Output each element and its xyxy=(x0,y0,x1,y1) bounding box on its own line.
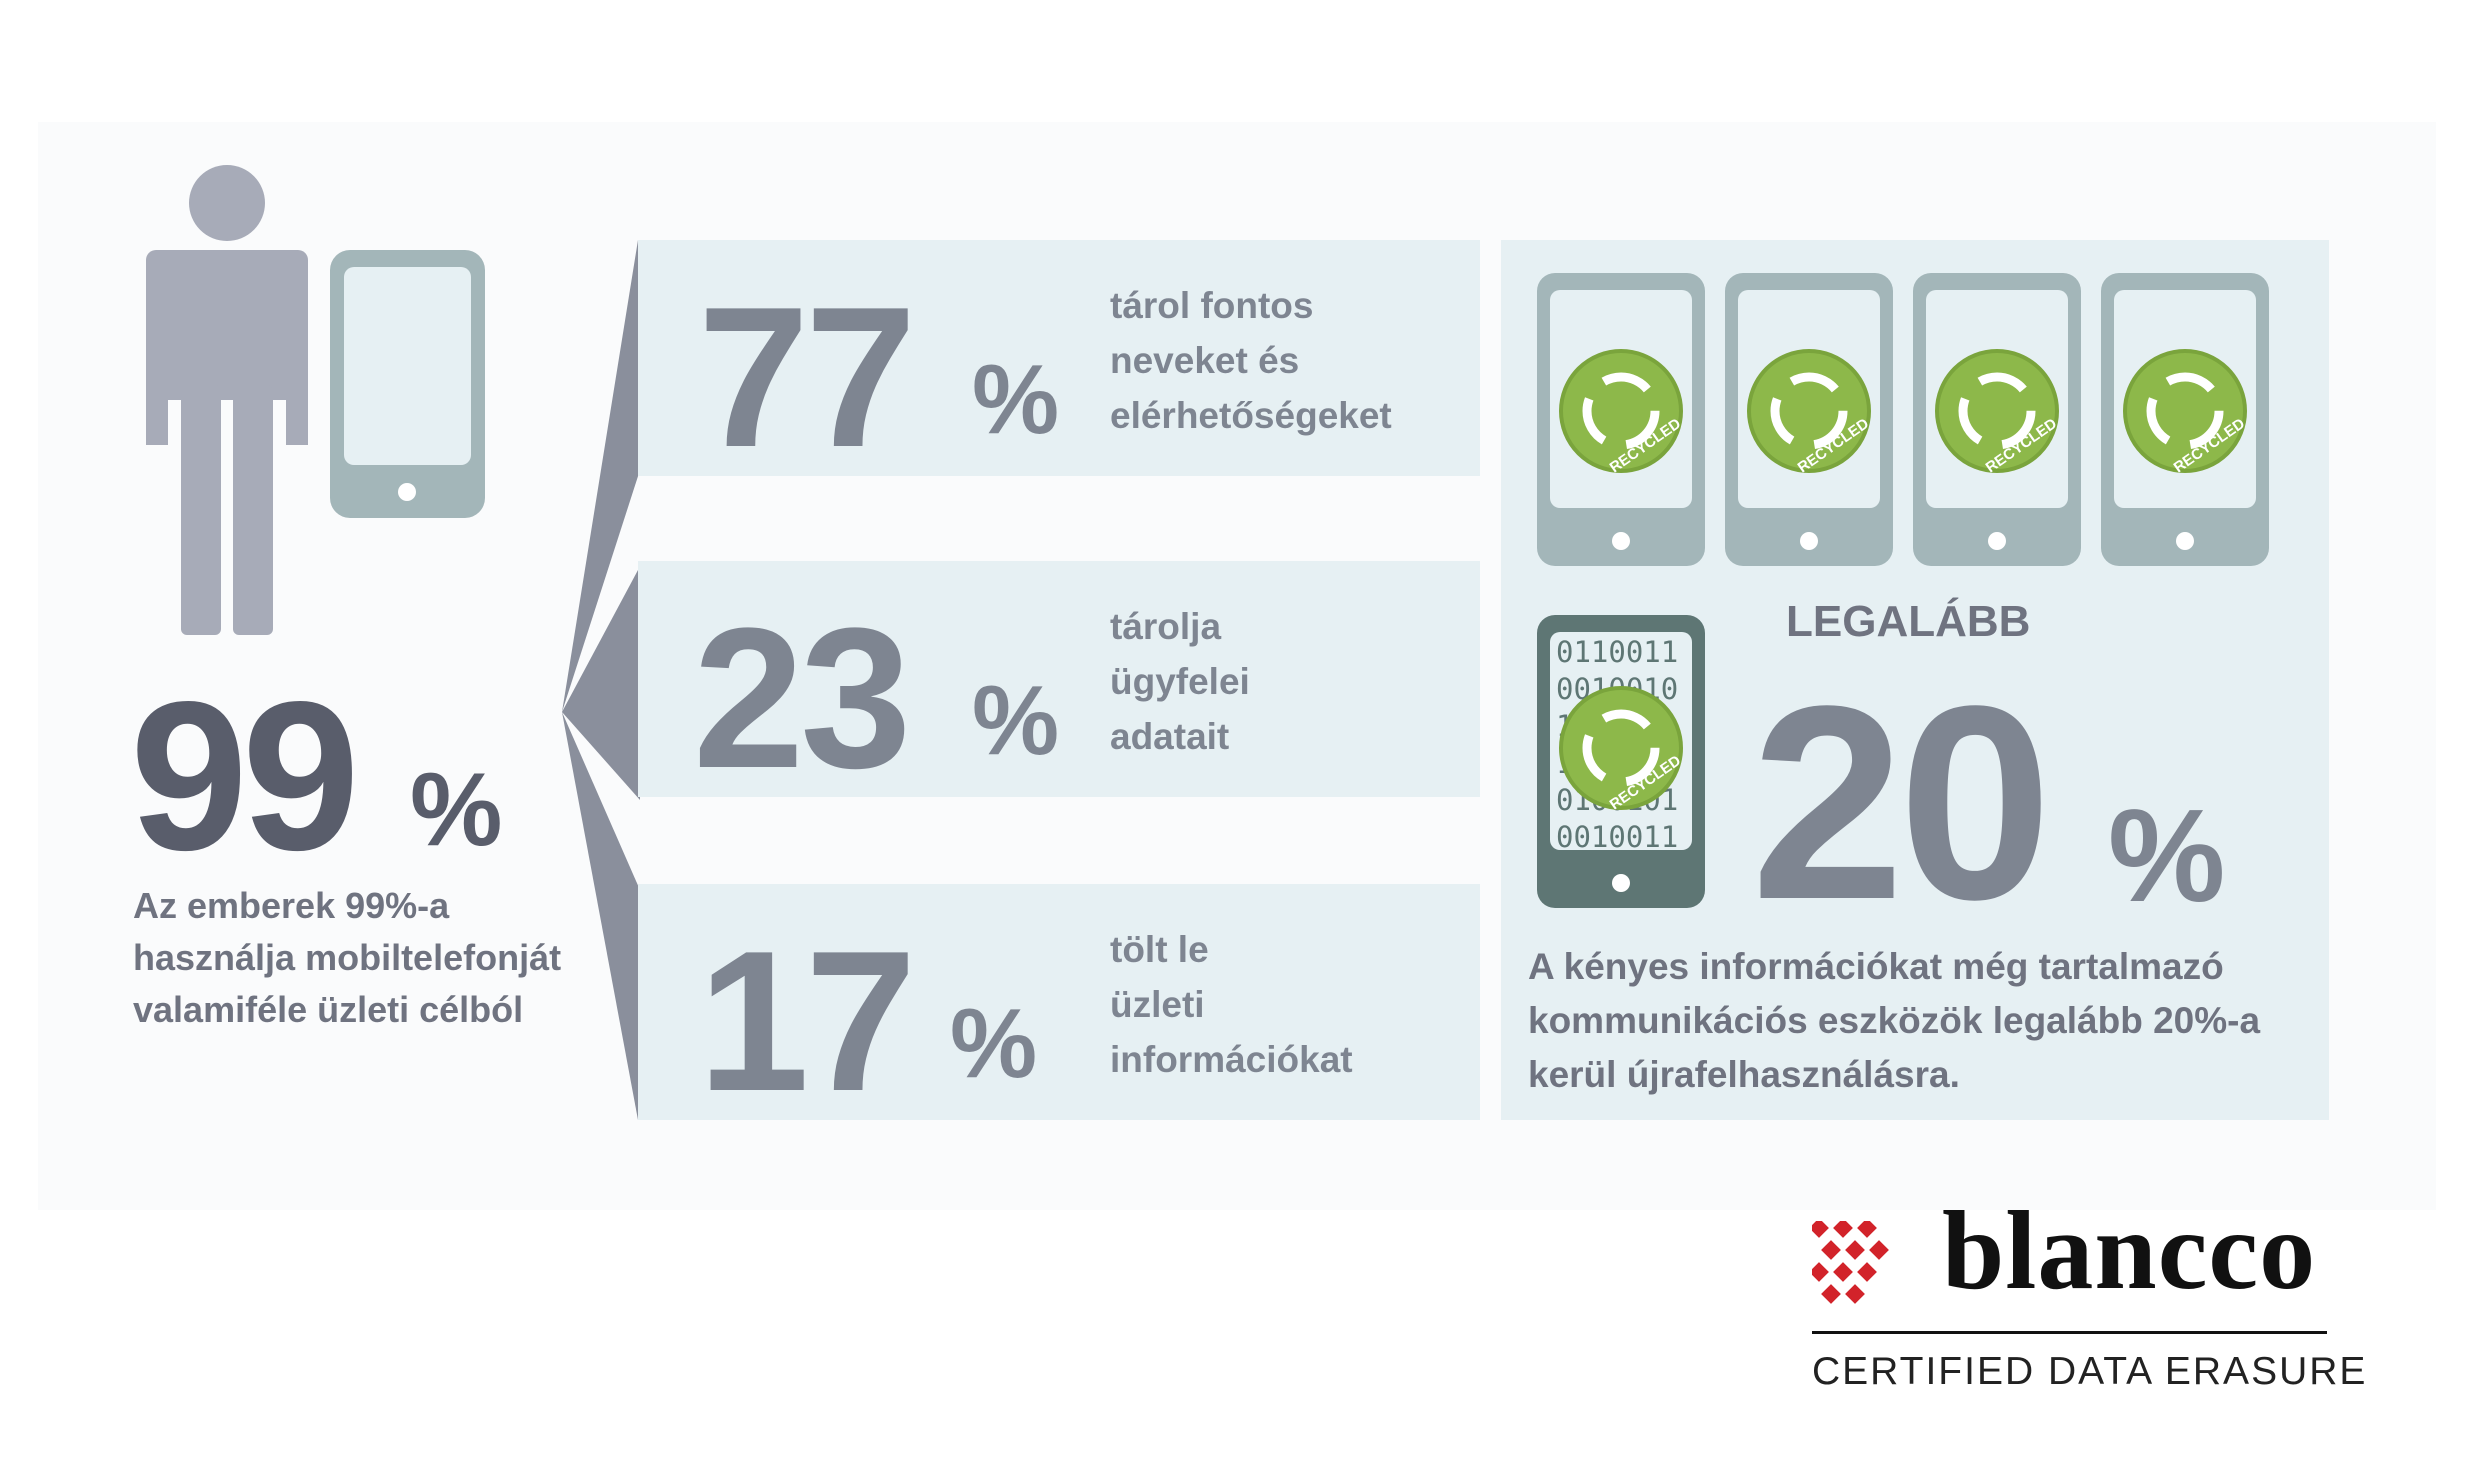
stat-line: ügyfelei xyxy=(1110,661,1250,702)
at-least-label: LEGALÁBB xyxy=(1786,597,2031,646)
stat-line: adatait xyxy=(1110,716,1230,757)
stat-line: tárolja xyxy=(1110,606,1222,647)
phone-home-button xyxy=(1612,874,1630,892)
right-description: A kényes információkat még tartalmazó ko… xyxy=(1528,946,2261,1095)
stat-line: neveket és xyxy=(1110,340,1300,381)
connector-wedge xyxy=(562,240,640,1120)
phone-home-button xyxy=(1800,532,1818,550)
binary-row: 0110011 xyxy=(1556,635,1679,669)
stat-row-77: 77 % tárol fontos neveket és elérhetőség… xyxy=(638,240,1480,489)
recycled-phone-icon: RECYCLED xyxy=(1913,273,2081,566)
stat-line: tölt le xyxy=(1110,929,1209,970)
logo-tagline: CERTIFIED DATA ERASURE xyxy=(1812,1350,2368,1393)
stat-description: tölt le üzleti információkat xyxy=(1110,922,1480,1087)
stat-row-23: 23 % tárolja ügyfelei adatait xyxy=(638,561,1480,810)
stat-line: elérhetőségeket xyxy=(1110,395,1392,436)
smartphone-icon xyxy=(330,250,485,518)
phone-home-button xyxy=(1988,532,2006,550)
recycling-panel: RECYCLED RECYCLED RECYCLED RECYCLED xyxy=(1501,240,2329,1120)
phone-home-button xyxy=(2176,532,2194,550)
percent-sign: % xyxy=(2108,782,2226,929)
recycle-badge-icon: RECYCLED xyxy=(1559,349,1684,474)
stat-row-17: 17 % tölt le üzleti információkat xyxy=(638,884,1480,1133)
binary-phone-icon: 0110011 0010010 1001101 1001011 0100101 … xyxy=(1537,615,1705,908)
recycle-badge-icon: RECYCLED xyxy=(1559,686,1684,811)
stat-description: tárol fontos neveket és elérhetőségeket xyxy=(1110,278,1480,443)
recycle-badge-icon: RECYCLED xyxy=(1747,349,1872,474)
stat-description: tárolja ügyfelei adatait xyxy=(1110,599,1480,764)
blancco-logo-mark xyxy=(1812,1221,1889,1304)
percent-sign: % xyxy=(950,988,1038,1098)
stat-line: információkat xyxy=(1110,1039,1353,1080)
stat-number: 77 xyxy=(698,266,916,489)
recycle-badge-icon: RECYCLED xyxy=(2123,349,2248,474)
stat-line: tárol fontos xyxy=(1110,285,1314,326)
percent-sign: % xyxy=(972,344,1060,454)
blancco-logo-text: blancco xyxy=(1942,1189,2317,1313)
stat-line: üzleti xyxy=(1110,984,1205,1025)
recycled-phone-icon: RECYCLED xyxy=(1725,273,1893,566)
stat-number: 17 xyxy=(698,910,916,1133)
percent-sign: % xyxy=(972,665,1060,775)
phone-screen xyxy=(344,267,471,465)
person-icon xyxy=(146,165,308,635)
recycled-phone-icon: RECYCLED xyxy=(2101,273,2269,566)
stat-number: 23 xyxy=(693,587,911,810)
recycled-phone-icon: RECYCLED xyxy=(1537,273,1705,566)
percent-sign: % xyxy=(410,752,503,868)
recycle-badge-icon: RECYCLED xyxy=(1935,349,2060,474)
binary-row: 0010011 xyxy=(1556,820,1679,850)
phone-home-button xyxy=(1612,532,1630,550)
phone-home-button xyxy=(398,483,416,501)
left-description: Az emberek 99%-a használja mobiltelefonj… xyxy=(133,885,562,1030)
big-percentage-20: 20 xyxy=(1751,649,2052,957)
logo-divider xyxy=(1812,1331,2327,1334)
big-percentage-99: 99 xyxy=(130,657,360,894)
